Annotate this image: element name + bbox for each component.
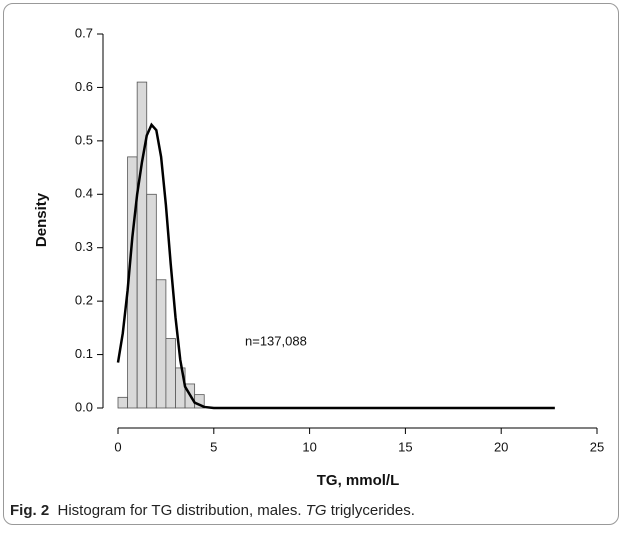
caption: Fig. 2 Histogram for TG distribution, ma… (10, 502, 415, 519)
annotation: n=137,088 (245, 333, 307, 348)
density-curve (116, 122, 555, 410)
bar (136, 81, 148, 409)
frame (3, 3, 619, 525)
chart: TG, mmol/L Density n=137,088 0 5 10 15 20 25 0… (33, 25, 604, 489)
bar (165, 338, 176, 409)
x-tick-label: 20 (494, 439, 508, 454)
y-tick-label: 0.3 (75, 239, 93, 254)
x-axis-title: TG, mmol/L (317, 472, 400, 489)
y-tick-label: 0.0 (75, 399, 93, 414)
caption-rest: triglycerides. (330, 502, 415, 519)
y-tick-label: 0.7 (75, 25, 93, 40)
y-tick-label: 0.1 (75, 346, 93, 361)
bar (146, 193, 157, 409)
x-tick-label: 25 (590, 439, 604, 454)
y-axis-title: Density (33, 192, 50, 247)
bar (117, 396, 128, 409)
y-tick-label: 0.4 (75, 186, 93, 201)
x-tick-label: 10 (302, 439, 316, 454)
caption-abbr: TG (305, 502, 327, 519)
y-tick-label: 0.6 (75, 79, 93, 94)
caption-text: Histogram for TG distribution, males. (57, 502, 302, 519)
caption-label: Fig. 2 (10, 502, 50, 519)
x-tick-label: 15 (398, 439, 412, 454)
bar (155, 279, 167, 409)
y-tick-label: 0.5 (75, 132, 93, 147)
x-tick-label: 5 (210, 439, 217, 454)
x-tick-label: 0 (114, 439, 121, 454)
y-tick-label: 0.2 (75, 293, 93, 308)
